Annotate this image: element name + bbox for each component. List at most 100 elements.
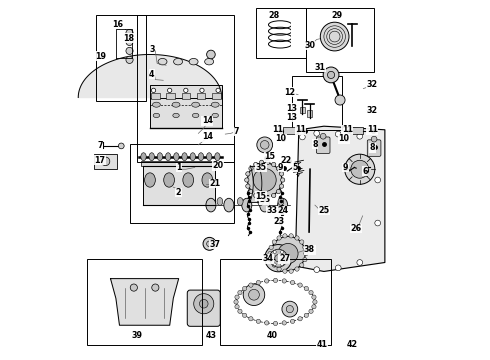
Circle shape xyxy=(283,234,287,238)
Circle shape xyxy=(303,245,307,249)
Circle shape xyxy=(299,134,305,140)
Circle shape xyxy=(272,263,276,267)
Ellipse shape xyxy=(149,153,154,161)
Text: 14: 14 xyxy=(202,132,213,141)
Circle shape xyxy=(168,88,172,93)
Ellipse shape xyxy=(141,153,146,161)
Text: 11: 11 xyxy=(367,125,378,134)
Text: 25: 25 xyxy=(318,206,329,215)
Circle shape xyxy=(375,220,381,226)
Circle shape xyxy=(265,321,269,325)
Text: 35: 35 xyxy=(256,163,267,172)
Bar xyxy=(130,144,234,223)
Circle shape xyxy=(235,305,239,309)
Circle shape xyxy=(313,300,317,304)
Ellipse shape xyxy=(190,153,196,161)
Text: 28: 28 xyxy=(268,10,279,19)
Ellipse shape xyxy=(158,58,167,65)
Circle shape xyxy=(351,160,368,178)
Circle shape xyxy=(304,313,309,318)
Circle shape xyxy=(101,157,110,166)
Circle shape xyxy=(323,67,339,83)
Ellipse shape xyxy=(173,113,179,118)
Circle shape xyxy=(357,134,363,139)
Circle shape xyxy=(238,309,242,314)
Text: 1: 1 xyxy=(176,163,181,172)
Circle shape xyxy=(357,260,363,265)
Text: 17: 17 xyxy=(94,156,105,165)
Ellipse shape xyxy=(164,173,174,187)
Circle shape xyxy=(254,193,258,198)
Text: 34: 34 xyxy=(263,255,274,264)
Text: 20: 20 xyxy=(213,161,223,170)
Circle shape xyxy=(249,283,253,287)
Text: 9: 9 xyxy=(343,163,348,172)
Ellipse shape xyxy=(157,153,163,161)
Circle shape xyxy=(270,257,272,260)
Circle shape xyxy=(282,321,287,325)
Ellipse shape xyxy=(278,198,288,212)
Bar xyxy=(212,93,220,99)
Text: 7: 7 xyxy=(233,127,239,136)
Circle shape xyxy=(304,251,308,256)
Circle shape xyxy=(280,263,283,266)
Circle shape xyxy=(152,284,159,291)
Circle shape xyxy=(309,309,313,314)
Ellipse shape xyxy=(145,173,155,187)
Ellipse shape xyxy=(217,198,223,206)
Ellipse shape xyxy=(182,153,187,161)
Circle shape xyxy=(303,257,307,262)
Ellipse shape xyxy=(198,153,204,161)
Bar xyxy=(306,8,374,72)
Text: 12: 12 xyxy=(284,87,295,96)
Circle shape xyxy=(289,234,294,238)
Circle shape xyxy=(271,236,305,271)
Circle shape xyxy=(276,189,281,194)
FancyBboxPatch shape xyxy=(317,137,330,153)
Circle shape xyxy=(271,193,276,198)
Circle shape xyxy=(260,195,264,200)
Ellipse shape xyxy=(189,58,198,65)
Ellipse shape xyxy=(153,113,160,118)
Circle shape xyxy=(266,160,270,165)
Circle shape xyxy=(298,316,302,321)
Circle shape xyxy=(283,269,287,273)
Text: 40: 40 xyxy=(267,332,277,341)
Circle shape xyxy=(235,295,239,299)
Circle shape xyxy=(256,319,261,324)
Text: 31: 31 xyxy=(315,63,326,72)
Circle shape xyxy=(282,301,298,317)
Circle shape xyxy=(260,140,269,149)
Circle shape xyxy=(270,249,287,267)
Text: 36: 36 xyxy=(259,195,270,204)
Bar xyxy=(150,85,221,128)
Circle shape xyxy=(320,134,326,139)
Circle shape xyxy=(371,136,377,142)
Circle shape xyxy=(257,137,272,153)
Circle shape xyxy=(243,313,247,318)
Circle shape xyxy=(299,263,304,267)
Circle shape xyxy=(126,30,133,37)
Circle shape xyxy=(291,280,295,285)
Ellipse shape xyxy=(206,153,212,161)
Text: 13: 13 xyxy=(286,104,297,113)
Circle shape xyxy=(299,240,304,244)
Text: 27: 27 xyxy=(279,255,290,264)
Circle shape xyxy=(280,178,285,182)
Circle shape xyxy=(272,240,276,244)
Circle shape xyxy=(151,88,156,93)
Bar xyxy=(349,127,364,134)
Text: 19: 19 xyxy=(96,52,106,61)
Text: 15: 15 xyxy=(265,152,275,161)
Text: 30: 30 xyxy=(304,41,315,50)
Text: 24: 24 xyxy=(277,206,288,215)
Text: 8: 8 xyxy=(369,143,375,152)
Circle shape xyxy=(194,294,214,314)
Text: 26: 26 xyxy=(351,224,362,233)
Circle shape xyxy=(249,166,253,171)
Text: 10: 10 xyxy=(338,134,349,143)
Circle shape xyxy=(265,279,269,283)
Bar xyxy=(197,93,205,99)
Text: 43: 43 xyxy=(205,332,217,341)
Text: 7: 7 xyxy=(97,141,102,150)
